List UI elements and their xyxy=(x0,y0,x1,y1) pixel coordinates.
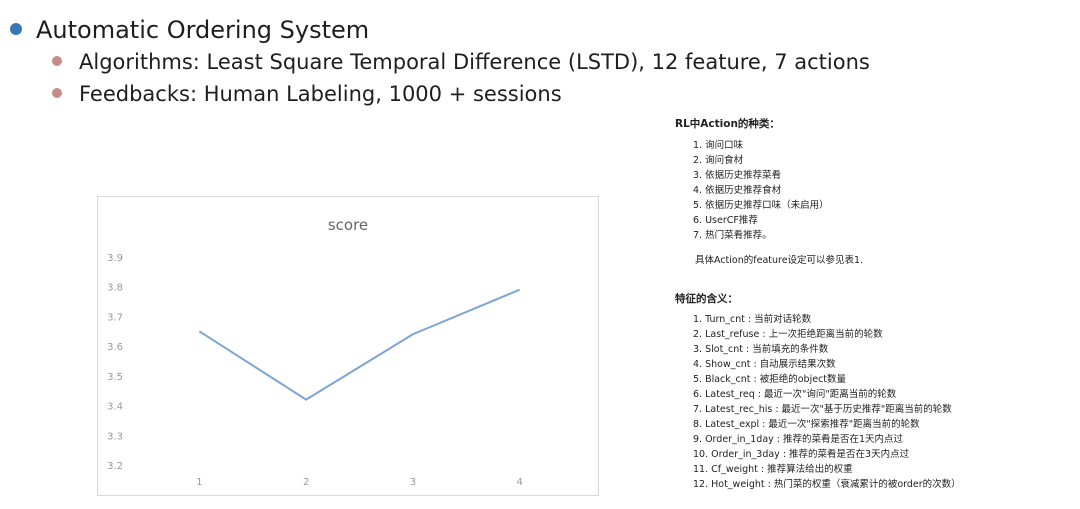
list-item: 11. Cf_weight : 推荐算法给出的权重 xyxy=(693,464,853,475)
bullet-dot-icon xyxy=(52,88,62,98)
list-item: 3. 依据历史推荐菜肴 xyxy=(693,170,782,181)
score-chart: score 3.9 3.8 3.7 3.6 3.5 3.4 3.3 3.2 1 2 3 4 xyxy=(97,196,599,496)
list-item: 6. Latest_req : 最近一次"询问"距离当前的轮数 xyxy=(693,389,897,400)
list-item: 2. Last_refuse : 上一次拒绝距离当前的轮数 xyxy=(693,329,883,340)
y-tick-label: 3.3 xyxy=(107,431,123,442)
x-tick-label: 1 xyxy=(196,477,202,488)
y-tick-label: 3.9 xyxy=(107,253,123,264)
list-item: 4. 依据历史推荐食材 xyxy=(693,185,782,196)
x-tick-label: 3 xyxy=(410,477,416,488)
chart-title: score xyxy=(328,216,368,234)
bullet-algorithms-text: Algorithms: Least Square Temporal Differ… xyxy=(79,50,870,74)
y-tick-label: 3.6 xyxy=(107,342,123,353)
bullet-algorithms: Algorithms: Least Square Temporal Differ… xyxy=(52,48,870,76)
list-item: 4. Show_cnt : 自动展示结果次数 xyxy=(693,359,836,370)
list-item: 3. Slot_cnt : 当前填充的条件数 xyxy=(693,344,829,355)
list-item: 1. 询问口味 xyxy=(693,140,744,151)
list-item: 10. Order_in_3day : 推荐的菜肴是否在3天内点过 xyxy=(693,449,910,460)
features-panel-title: 特征的含义： xyxy=(675,293,738,305)
features-list: 1. Turn_cnt : 当前对话轮数 2. Last_refuse : 上一… xyxy=(693,312,961,492)
list-item: 2. 询问食材 xyxy=(693,155,744,166)
list-item: 5. 依据历史推荐口味（未启用） xyxy=(693,200,829,211)
actions-panel-title: RL中Action的种类： xyxy=(675,118,780,130)
y-tick-label: 3.8 xyxy=(107,283,123,294)
list-item: 1. Turn_cnt : 当前对话轮数 xyxy=(693,314,812,325)
actions-list: 1. 询问口味 2. 询问食材 3. 依据历史推荐菜肴 4. 依据历史推荐食材 … xyxy=(693,138,829,243)
bullet-dot-icon xyxy=(10,23,22,35)
series-line xyxy=(198,288,521,401)
list-item: 8. Latest_expl : 最近一次"探索推荐"距离当前的轮数 xyxy=(693,419,920,430)
list-item: 5. Black_cnt : 被拒绝的object数量 xyxy=(693,374,847,385)
list-item: 12. Hot_weight : 热门菜的权重（衰减累计的被order的次数） xyxy=(693,479,961,490)
y-tick-label: 3.2 xyxy=(107,461,123,472)
list-item: 7. Latest_rec_his : 最近一次"基于历史推荐"距离当前的轮数 xyxy=(693,404,952,415)
y-tick-label: 3.4 xyxy=(107,402,123,413)
list-item: 6. UserCF推荐 xyxy=(693,215,758,226)
x-tick-label: 4 xyxy=(516,477,522,488)
y-tick-label: 3.5 xyxy=(107,372,123,383)
bullet-feedbacks: Feedbacks: Human Labeling, 1000 + sessio… xyxy=(52,80,562,108)
list-item: 9. Order_in_1day : 推荐的菜肴是否在1天内点过 xyxy=(693,434,904,445)
y-tick-label: 3.7 xyxy=(107,312,123,323)
bullet-feedbacks-text: Feedbacks: Human Labeling, 1000 + sessio… xyxy=(79,82,562,106)
x-tick-label: 2 xyxy=(303,477,309,488)
list-item: 7. 热门菜肴推荐。 xyxy=(693,230,772,241)
score-chart-svg: score 3.9 3.8 3.7 3.6 3.5 3.4 3.3 3.2 1 2 3 4 xyxy=(107,216,523,488)
bullet-dot-icon xyxy=(52,56,62,66)
actions-note: 具体Action的feature设定可以参见表1. xyxy=(695,255,864,266)
slide-title: Automatic Ordering System xyxy=(10,15,369,45)
slide-title-text: Automatic Ordering System xyxy=(36,16,370,44)
